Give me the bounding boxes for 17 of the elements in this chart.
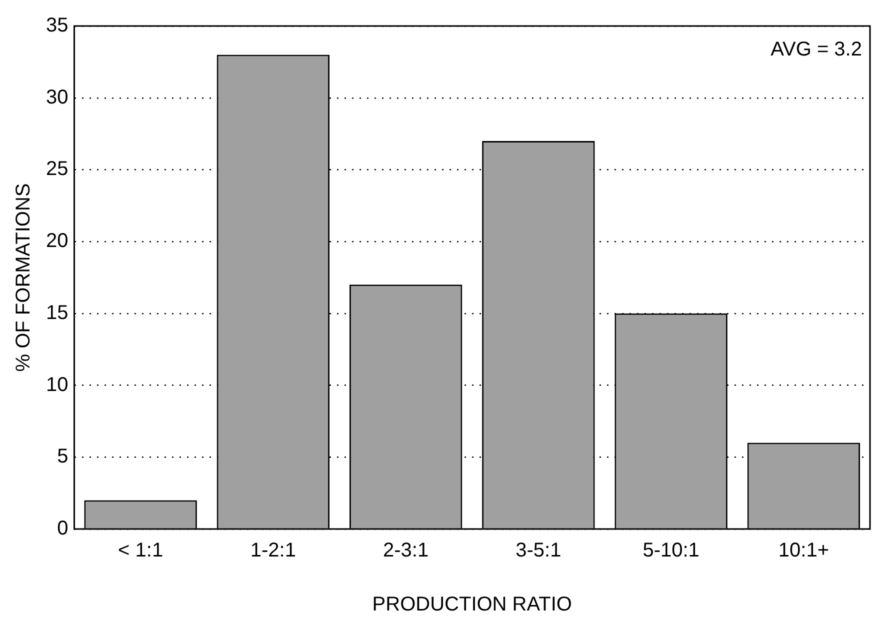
y-tick-label: 0 xyxy=(57,518,68,540)
annotation: AVG = 3.2 xyxy=(770,38,862,61)
y-tick-label: 10 xyxy=(46,374,68,396)
x-axis-title: PRODUCTION RATIO xyxy=(372,594,572,616)
x-tick-label: 2-3:1 xyxy=(383,540,429,562)
y-tick-label: 15 xyxy=(46,302,68,324)
x-tick-label: 3-5:1 xyxy=(516,540,562,562)
y-tick-label: 5 xyxy=(57,446,68,468)
y-tick-label: 20 xyxy=(46,230,68,252)
x-tick-label: 1-2:1 xyxy=(250,540,296,562)
y-tick-label: 35 xyxy=(46,14,68,37)
x-tick-label: 5-10:1 xyxy=(642,540,700,562)
x-tick-label: 10:1+ xyxy=(778,540,829,562)
x-tick-label: < 1:1 xyxy=(118,540,164,562)
y-tick-label: 30 xyxy=(46,86,68,108)
y-axis-title: % OF FORMATIONS xyxy=(12,183,35,372)
y-tick-label: 25 xyxy=(46,158,68,180)
